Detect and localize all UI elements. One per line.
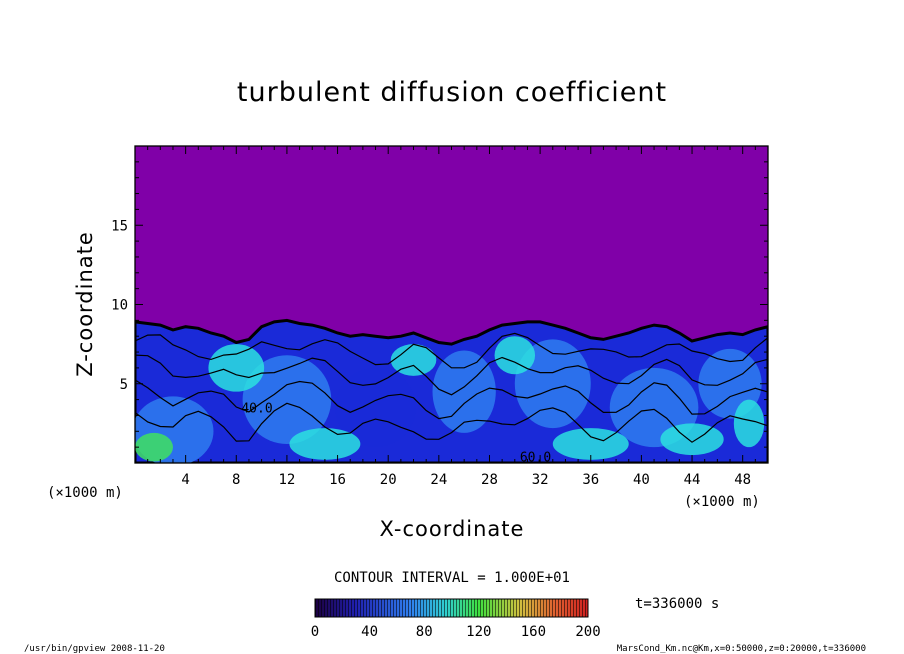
eddy-patch bbox=[390, 344, 437, 376]
y-tick-label: 15 bbox=[111, 218, 128, 234]
y-axis-ticks: 5 10 15 bbox=[111, 161, 768, 448]
x-tick-label: 8 bbox=[232, 472, 240, 488]
contour-line bbox=[135, 354, 768, 396]
y-tick-label: 10 bbox=[111, 298, 128, 314]
x-tick-label: 28 bbox=[481, 472, 498, 488]
colorbar bbox=[314, 598, 589, 618]
eddy-patch bbox=[289, 428, 361, 460]
colorbar-tick-label: 200 bbox=[575, 624, 600, 640]
y-tick-label: 5 bbox=[120, 377, 128, 393]
contour-line bbox=[135, 402, 768, 443]
x-tick-label: 20 bbox=[380, 472, 397, 488]
eddy-patch bbox=[660, 423, 724, 456]
eddy-patch bbox=[432, 350, 496, 433]
plot-area bbox=[135, 146, 768, 463]
eddy-patch bbox=[135, 432, 173, 462]
x-tick-label: 32 bbox=[532, 472, 549, 488]
x-tick-label: 44 bbox=[684, 472, 701, 488]
eddy-patch bbox=[733, 399, 765, 448]
eddy-patch bbox=[208, 344, 265, 392]
x-tick-label: 12 bbox=[278, 472, 295, 488]
colorbar-tick-label: 0 bbox=[311, 624, 319, 640]
contour-interval: CONTOUR INTERVAL = 1.000E+01 bbox=[334, 570, 570, 586]
x-tick-label: 40 bbox=[633, 472, 650, 488]
x-unit-left: (×1000 m) bbox=[47, 485, 123, 501]
chart-title: turbulent diffusion coefficient bbox=[237, 77, 667, 108]
eddy-patch bbox=[335, 367, 417, 448]
colorbar-tick-label: 80 bbox=[416, 624, 433, 640]
colorbar-tick-label: 120 bbox=[466, 624, 491, 640]
x-tick-label: 36 bbox=[582, 472, 599, 488]
colorbar-tick-label: 40 bbox=[361, 624, 378, 640]
contour-lines bbox=[135, 332, 768, 443]
eddy-patch bbox=[242, 355, 332, 444]
colorbar-tick-label: 160 bbox=[521, 624, 546, 640]
x-tick-label: 48 bbox=[734, 472, 751, 488]
contour-label: 40.0 bbox=[241, 401, 272, 416]
colorbar-ticks: 0 40 80 120 160 200 bbox=[311, 624, 601, 640]
x-tick-label: 16 bbox=[329, 472, 346, 488]
x-tick-label: 24 bbox=[430, 472, 447, 488]
y-axis-label: Z-coordinate bbox=[73, 231, 97, 377]
x-unit-right: (×1000 m) bbox=[684, 494, 760, 510]
turbulence-eddies bbox=[135, 336, 765, 463]
eddy-patch bbox=[494, 336, 536, 375]
x-tick-label: 4 bbox=[181, 472, 189, 488]
contour-line bbox=[135, 379, 768, 420]
contour-line bbox=[135, 332, 768, 369]
program-info: /usr/bin/gpview 2008-11-20 bbox=[24, 644, 165, 654]
time-label: t=336000 s bbox=[635, 596, 719, 612]
source-info: MarsCond_Km.nc@Km,x=0:50000,z=0:20000,t=… bbox=[617, 644, 866, 654]
x-axis-ticks: 4 8 12 16 20 24 28 32 36 40 44 48 bbox=[147, 146, 756, 488]
x-axis-label: X-coordinate bbox=[380, 517, 525, 541]
